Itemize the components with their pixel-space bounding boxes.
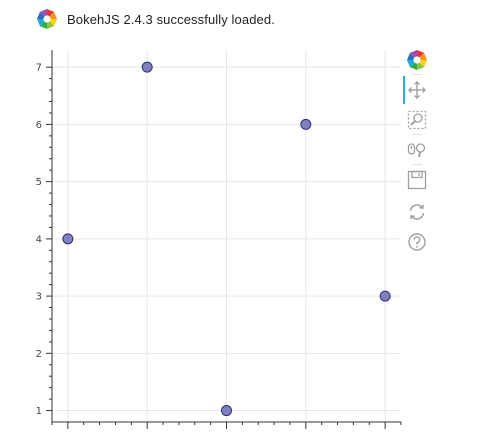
y-tick-label: 4 [36,234,42,245]
chart-grid [52,50,401,422]
y-tick-label: 5 [36,177,42,188]
chart-axes: 1 2 3 4 5 6 7 [36,50,402,429]
box-zoom-tool-button[interactable] [405,108,429,132]
chart-points [62,61,391,417]
y-tick-label: 1 [36,406,42,417]
y-tick-label: 7 [36,63,42,74]
data-point[interactable] [300,118,312,130]
reset-tool-button[interactable] [405,200,429,224]
save-icon [407,170,427,190]
reset-icon [409,204,425,220]
box-zoom-icon [407,110,427,130]
bokeh-logo-tool[interactable] [405,48,429,72]
data-point[interactable] [379,290,391,302]
bokeh-logo-icon [37,9,57,29]
wheel-zoom-tool-button[interactable] [405,138,429,162]
help-tool-button[interactable] [405,230,429,254]
y-tick-label: 6 [36,120,42,131]
y-tick-label: 3 [36,292,42,303]
pan-icon [408,81,426,99]
data-point[interactable] [221,405,232,417]
data-point[interactable] [62,233,74,245]
bokeh-load-banner: BokehJS 2.4.3 successfully loaded. [36,8,275,30]
y-tick-label: 2 [36,349,42,360]
bokeh-logo-icon [407,50,427,70]
help-icon [408,233,426,251]
active-tool-indicator [403,76,405,104]
banner-message: BokehJS 2.4.3 successfully loaded. [67,11,275,27]
wheel-zoom-icon [407,143,426,158]
data-point[interactable] [141,61,153,73]
save-tool-button[interactable] [405,168,429,192]
pan-tool-button[interactable] [405,78,429,102]
